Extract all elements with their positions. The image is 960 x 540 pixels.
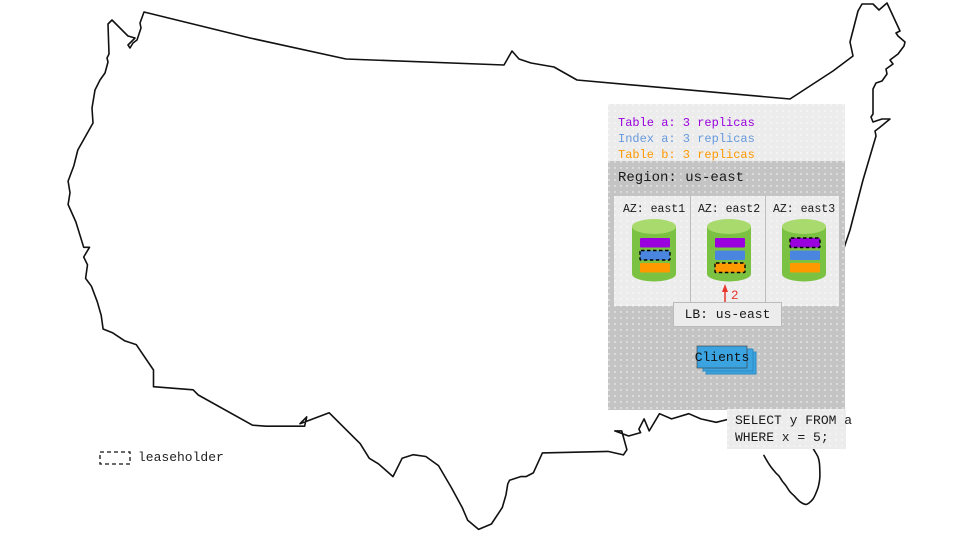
svg-text:2: 2 bbox=[731, 289, 739, 303]
svg-text:Clients: Clients bbox=[695, 350, 750, 365]
